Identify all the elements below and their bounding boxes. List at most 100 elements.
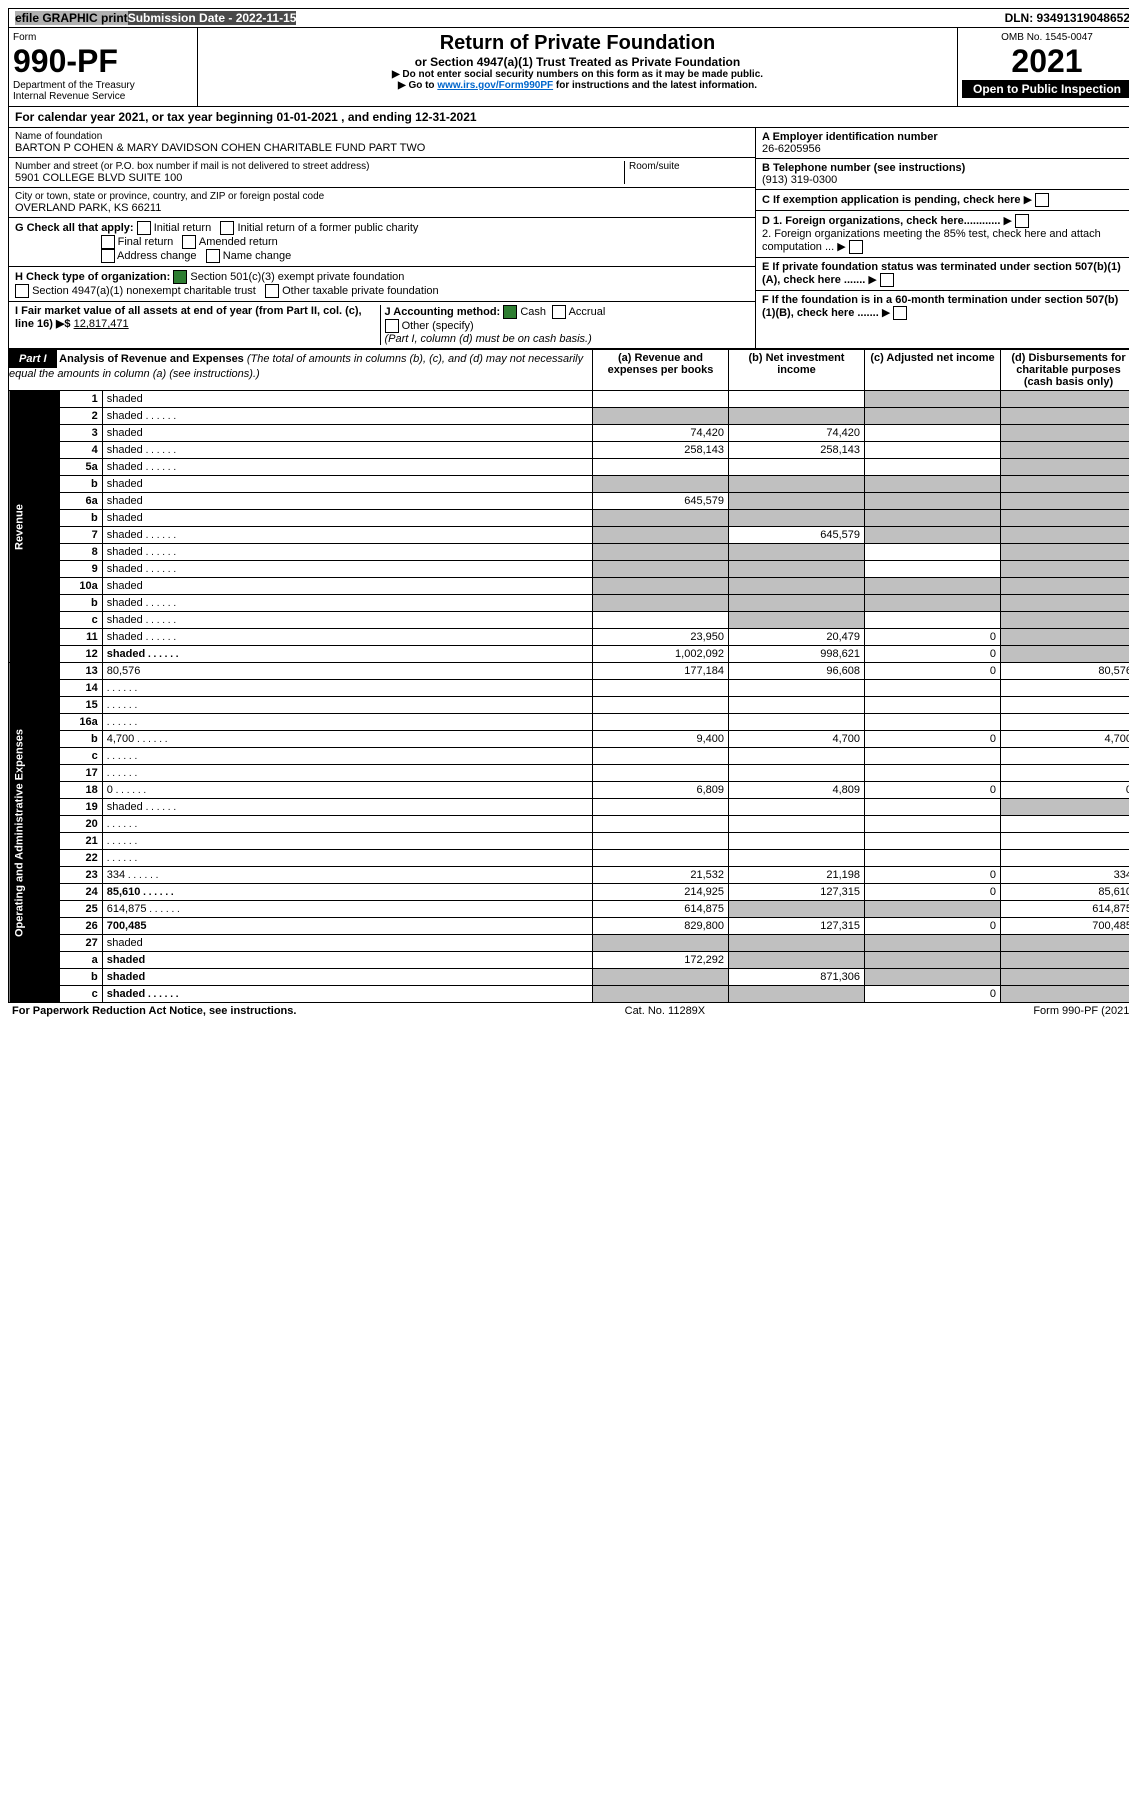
e-label: E If private foundation status was termi… — [762, 261, 1121, 286]
row-description: shaded . . . . . . — [102, 986, 592, 1003]
amended-checkbox[interactable] — [182, 235, 196, 249]
cell-d: 85,610 — [1000, 884, 1129, 901]
cell-d: 4,700 — [1000, 731, 1129, 748]
4947-checkbox[interactable] — [15, 284, 29, 298]
cell-a — [592, 986, 728, 1003]
row-number: b — [60, 595, 102, 612]
other-taxable-checkbox[interactable] — [265, 284, 279, 298]
cell-d — [1000, 612, 1129, 629]
name-change-checkbox[interactable] — [206, 249, 220, 263]
cell-c — [864, 714, 1000, 731]
table-row: cshaded . . . . . .0 — [9, 986, 1129, 1003]
cell-d — [1000, 714, 1129, 731]
row-number: 26 — [60, 918, 102, 935]
row-description: shaded — [102, 952, 592, 969]
cell-b — [728, 850, 864, 867]
c-checkbox[interactable] — [1035, 193, 1049, 207]
footer-left: For Paperwork Reduction Act Notice, see … — [12, 1005, 296, 1017]
cell-c — [864, 408, 1000, 425]
row-number: 10a — [60, 578, 102, 595]
cell-a — [592, 833, 728, 850]
row-description: 85,610 . . . . . . — [102, 884, 592, 901]
cell-c — [864, 493, 1000, 510]
cell-a — [592, 595, 728, 612]
efile-label[interactable]: efile GRAPHIC print — [15, 11, 128, 25]
row-description: 614,875 . . . . . . — [102, 901, 592, 918]
omb: OMB No. 1545-0047 — [962, 32, 1129, 43]
cell-a — [592, 969, 728, 986]
cell-b: 21,198 — [728, 867, 864, 884]
cell-d — [1000, 578, 1129, 595]
cell-b: 96,608 — [728, 663, 864, 680]
table-row: Revenue1shaded — [9, 391, 1129, 408]
row-number: 17 — [60, 765, 102, 782]
cell-a — [592, 816, 728, 833]
cell-c — [864, 612, 1000, 629]
accrual-checkbox[interactable] — [552, 305, 566, 319]
cell-a: 172,292 — [592, 952, 728, 969]
cell-a: 829,800 — [592, 918, 728, 935]
cell-a — [592, 680, 728, 697]
d1-checkbox[interactable] — [1015, 214, 1029, 228]
cell-b — [728, 799, 864, 816]
cell-c: 0 — [864, 629, 1000, 646]
e-checkbox[interactable] — [880, 273, 894, 287]
i-label: I Fair market value of all assets at end… — [15, 305, 362, 330]
cell-d — [1000, 527, 1129, 544]
cell-c — [864, 527, 1000, 544]
address: 5901 COLLEGE BLVD SUITE 100 — [15, 172, 624, 184]
table-row: 14 . . . . . . — [9, 680, 1129, 697]
cell-c — [864, 442, 1000, 459]
row-number: 8 — [60, 544, 102, 561]
g-label: G Check all that apply: — [15, 222, 134, 234]
cell-a — [592, 748, 728, 765]
cell-a — [592, 476, 728, 493]
cell-b: 4,700 — [728, 731, 864, 748]
row-description: shaded . . . . . . — [102, 408, 592, 425]
table-row: Operating and Administrative Expenses138… — [9, 663, 1129, 680]
cell-a — [592, 578, 728, 595]
table-row: 25614,875 . . . . . .614,875614,875 — [9, 901, 1129, 918]
other-method-checkbox[interactable] — [385, 319, 399, 333]
d2-checkbox[interactable] — [849, 240, 863, 254]
cell-c — [864, 697, 1000, 714]
cell-b — [728, 748, 864, 765]
initial-return-checkbox[interactable] — [137, 221, 151, 235]
cell-b — [728, 935, 864, 952]
opt-initial: Initial return — [154, 222, 211, 234]
row-description: 80,576 — [102, 663, 592, 680]
f-checkbox[interactable] — [893, 306, 907, 320]
form-link[interactable]: www.irs.gov/Form990PF — [437, 80, 553, 91]
501c3-checkbox[interactable] — [173, 270, 187, 284]
initial-former-checkbox[interactable] — [220, 221, 234, 235]
cell-b — [728, 986, 864, 1003]
cell-b — [728, 697, 864, 714]
table-row: 15 . . . . . . — [9, 697, 1129, 714]
cell-d — [1000, 425, 1129, 442]
table-row: 21 . . . . . . — [9, 833, 1129, 850]
tax-year: 2021 — [962, 43, 1129, 80]
address-change-checkbox[interactable] — [101, 249, 115, 263]
row-number: 14 — [60, 680, 102, 697]
h-label: H Check type of organization: — [15, 271, 170, 283]
cash-checkbox[interactable] — [503, 305, 517, 319]
row-description: shaded . . . . . . — [102, 799, 592, 816]
entity-info: Name of foundation BARTON P COHEN & MARY… — [8, 128, 1129, 349]
d2-label: 2. Foreign organizations meeting the 85%… — [762, 228, 1101, 253]
cell-d — [1000, 544, 1129, 561]
cell-b — [728, 391, 864, 408]
table-row: ashaded172,292 — [9, 952, 1129, 969]
h3: Other taxable private foundation — [282, 285, 439, 297]
cell-b — [728, 510, 864, 527]
cell-b — [728, 952, 864, 969]
cell-c: 0 — [864, 867, 1000, 884]
cell-d — [1000, 595, 1129, 612]
table-row: 20 . . . . . . — [9, 816, 1129, 833]
row-number: 21 — [60, 833, 102, 850]
final-return-checkbox[interactable] — [101, 235, 115, 249]
opt-addr: Address change — [117, 250, 197, 262]
name-label: Name of foundation — [15, 131, 749, 142]
col-d-header: (d) Disbursements for charitable purpose… — [1000, 350, 1129, 391]
row-number: 5a — [60, 459, 102, 476]
note-goto-suffix: for instructions and the latest informat… — [556, 80, 757, 91]
